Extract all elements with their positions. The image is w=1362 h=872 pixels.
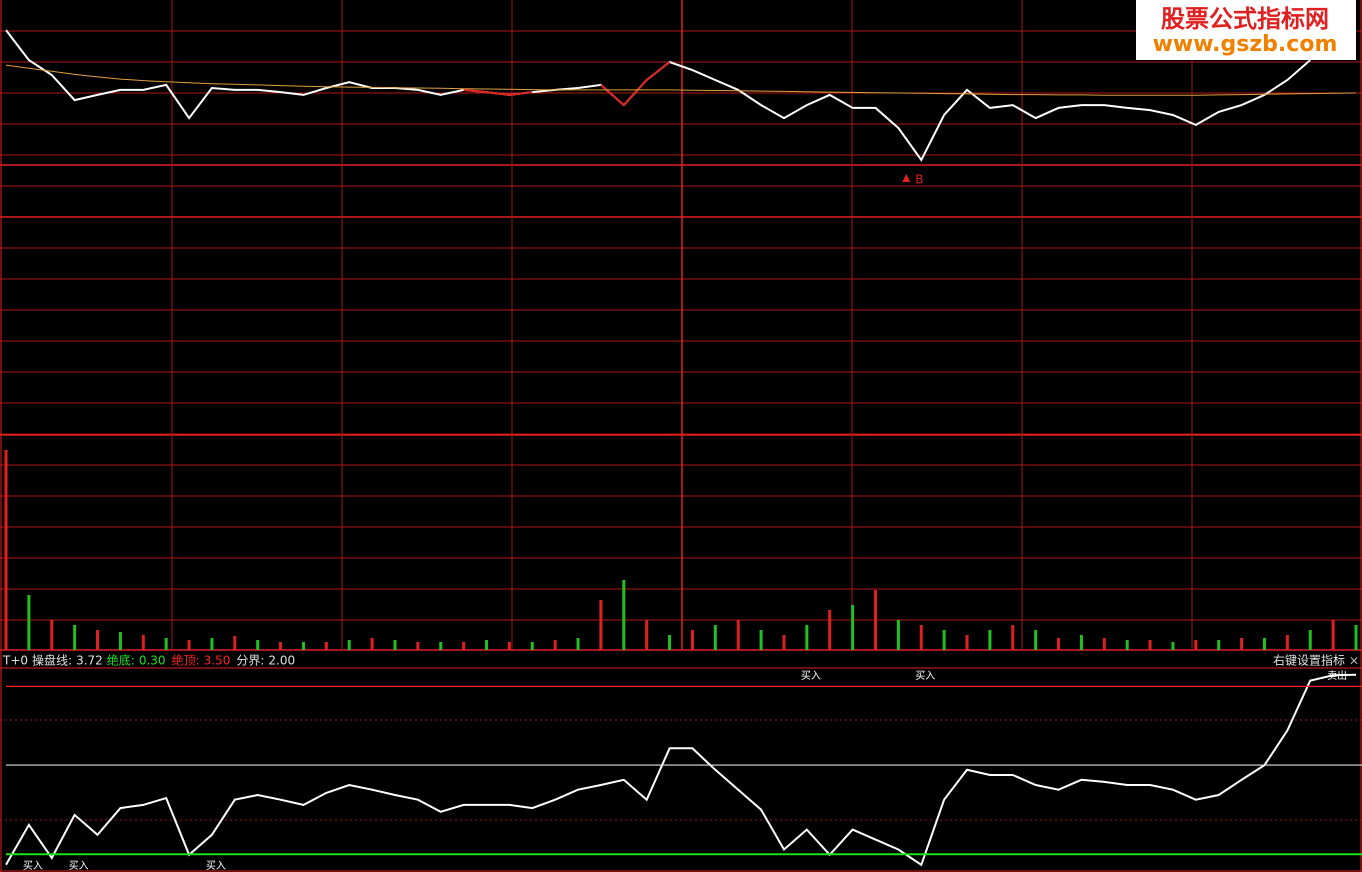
indicator-label: 0.30 (139, 654, 166, 668)
volume-bar (1262, 638, 1266, 650)
indicator-label: 分界: (236, 654, 264, 668)
volume-bar (553, 640, 557, 650)
volume-bar (1102, 638, 1106, 650)
volume-bar (118, 632, 122, 650)
watermark-title: 股票公式指标网 (1161, 5, 1329, 33)
volume-bar (4, 450, 8, 650)
volume-bar (256, 640, 260, 650)
volume-bar (896, 620, 900, 650)
menu-label[interactable]: 右键设置指标 (1273, 653, 1345, 668)
volume-bar (1194, 640, 1198, 650)
volume-bar (210, 638, 214, 650)
signal-label: 买入 (23, 860, 43, 872)
indicator-label: 绝底: (107, 653, 135, 668)
signal-label: 买入 (206, 860, 226, 872)
indicator-label: 绝顶: (172, 653, 200, 668)
volume-bar (1354, 625, 1358, 650)
volume-bar (485, 640, 489, 650)
volume-bar (530, 642, 534, 650)
indicator-label: T+0 (2, 654, 28, 668)
volume-bar (782, 635, 786, 650)
volume-bar (233, 636, 237, 650)
volume-bar (50, 620, 54, 650)
volume-bar (187, 640, 191, 650)
volume-bar (1011, 625, 1015, 650)
volume-bar (1125, 640, 1129, 650)
volume-bar (622, 580, 626, 650)
indicator-label: 操盘线: (32, 653, 72, 668)
volume-bar (1217, 640, 1221, 650)
volume-bar (96, 630, 100, 650)
volume-bar (759, 630, 763, 650)
volume-bar (1285, 635, 1289, 650)
volume-bar (507, 642, 511, 650)
marker-triangle (902, 173, 911, 182)
volume-bar (713, 625, 717, 650)
volume-bar (873, 590, 877, 650)
signal-label: 买入 (801, 670, 821, 682)
volume-bar (141, 635, 145, 650)
volume-bar (576, 638, 580, 650)
volume-bar (462, 642, 466, 650)
line (463, 88, 533, 96)
volume-bar (919, 625, 923, 650)
volume-bar (73, 625, 77, 650)
volume-bar (1240, 638, 1244, 650)
header-bg (2, 652, 1360, 667)
watermark-box (1136, 0, 1356, 60)
indicator-label: 3.50 (204, 654, 231, 668)
line (5, 673, 1357, 867)
volume-bar (851, 605, 855, 650)
volume-bar (1148, 640, 1152, 650)
volume-bar (393, 640, 397, 650)
volume-bar (1079, 635, 1083, 650)
indicator-label: 3.72 (76, 654, 103, 668)
volume-bar (736, 620, 740, 650)
volume-bar (347, 640, 351, 650)
signal-label: 买入 (915, 670, 935, 682)
volume-bar (965, 635, 969, 650)
volume-bar (370, 638, 374, 650)
indicator-label: 2.00 (268, 654, 295, 668)
volume-bar (301, 642, 305, 650)
volume-bar (1331, 620, 1335, 650)
volume-bar (1057, 638, 1061, 650)
volume-bar (988, 630, 992, 650)
volume-bar (279, 642, 283, 650)
volume-bar (942, 630, 946, 650)
volume-bar (1308, 630, 1312, 650)
volume-bar (439, 642, 443, 650)
volume-bar (645, 620, 649, 650)
marker-label: B (915, 172, 923, 186)
volume-bar (828, 610, 832, 650)
line (5, 64, 1357, 96)
volume-bar (416, 642, 420, 650)
volume-bar (324, 642, 328, 650)
volume-bar (805, 625, 809, 650)
close-button[interactable]: × (1349, 654, 1359, 668)
watermark-url: www.gszb.com (1153, 32, 1338, 57)
volume-bar (1034, 630, 1038, 650)
signal-label: 卖出 (1327, 669, 1347, 682)
volume-bar (668, 635, 672, 650)
volume-bar (27, 595, 31, 650)
volume-bar (690, 630, 694, 650)
volume-bar (1171, 642, 1175, 650)
signal-label: 买入 (69, 860, 89, 872)
line (600, 61, 671, 107)
volume-bar (599, 600, 603, 650)
volume-bar (164, 638, 168, 650)
